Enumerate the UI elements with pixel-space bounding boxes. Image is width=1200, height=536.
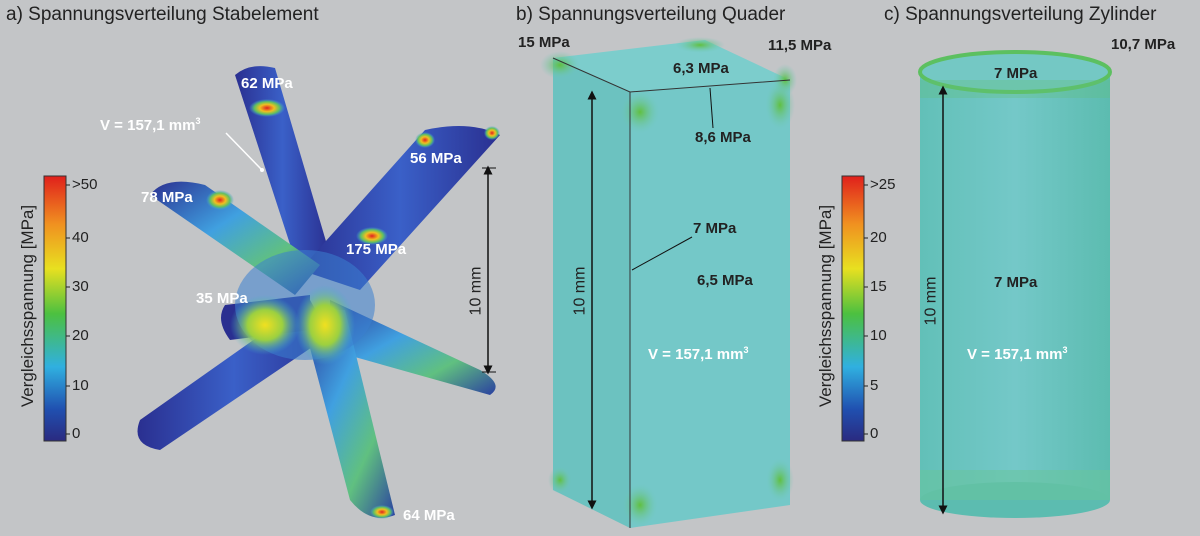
label-volume-a: V = 157,1 mm3 xyxy=(100,116,201,134)
label-6-3-mpa: 6,3 MPa xyxy=(673,60,729,77)
dimension-label-b: 10 mm xyxy=(571,266,589,316)
colorbar-c-tick-3: 10 xyxy=(870,327,887,344)
volume-pointer-a-dot xyxy=(260,168,264,172)
leader-7 xyxy=(631,236,693,271)
dimension-label-c: 10 mm xyxy=(922,276,940,326)
label-volume-c: V = 157,1 mm3 xyxy=(967,345,1068,363)
label-7-mpa-mid: 7 MPa xyxy=(994,274,1038,291)
colorbar-a-label: Vergleichsspannung [MPa] xyxy=(18,204,37,408)
label-10-7-mpa: 10,7 MPa xyxy=(1111,36,1176,53)
colorbar-c-tick-1: 20 xyxy=(870,229,887,246)
colorbar-a-tick-2: 30 xyxy=(72,278,89,295)
colorbar-c-ticks xyxy=(864,184,868,435)
volume-pointer-a xyxy=(225,132,263,171)
colorbar-c-tick-2: 15 xyxy=(870,278,887,295)
colorbar-a-tick-3: 20 xyxy=(72,327,89,344)
label-56-mpa: 56 MPa xyxy=(410,150,462,167)
label-62-mpa: 62 MPa xyxy=(241,75,293,92)
label-35-mpa: 35 MPa xyxy=(196,290,248,307)
label-11-5-mpa: 11,5 MPa xyxy=(768,37,832,54)
colorbar-a-tick-1: 40 xyxy=(72,229,89,246)
colorbar-c-tick-5: 0 xyxy=(870,425,879,442)
leader-86 xyxy=(709,87,714,129)
label-8-6-mpa: 8,6 MPa xyxy=(695,129,751,146)
colorbar-a-tick-5: 0 xyxy=(72,425,81,442)
cylinder xyxy=(918,50,1112,518)
label-7-mpa-top: 7 MPa xyxy=(994,65,1038,82)
colorbar-a-tick-0: >50 xyxy=(72,176,98,193)
label-78-mpa: 78 MPa xyxy=(141,189,193,206)
colorbar-c-label: Vergleichsspannung [MPa] xyxy=(816,204,835,408)
colorbar-c xyxy=(841,175,865,442)
panel-a-title: a) Spannungsverteilung Stabelement xyxy=(6,4,319,25)
label-64-mpa: 64 MPa xyxy=(403,507,455,524)
label-175-mpa: 175 MPa xyxy=(346,241,407,258)
label-6-5-mpa: 6,5 MPa xyxy=(697,272,753,289)
colorbar-a-tick-4: 10 xyxy=(72,377,89,394)
label-volume-b: V = 157,1 mm3 xyxy=(648,345,749,363)
label-7-mpa-cuboid: 7 MPa xyxy=(693,220,737,237)
panel-c-title: c) Spannungsverteilung Zylinder xyxy=(884,4,1157,25)
panel-b-title: b) Spannungsverteilung Quader xyxy=(516,4,786,25)
label-15-mpa: 15 MPa xyxy=(518,34,570,51)
dimension-label-a: 10 mm xyxy=(467,266,485,316)
colorbar-a xyxy=(43,175,67,442)
colorbar-c-tick-4: 5 xyxy=(870,377,879,394)
lattice-struts xyxy=(137,66,500,519)
colorbar-c-tick-0: >25 xyxy=(870,176,896,193)
colorbar-a-ticks xyxy=(66,184,70,435)
